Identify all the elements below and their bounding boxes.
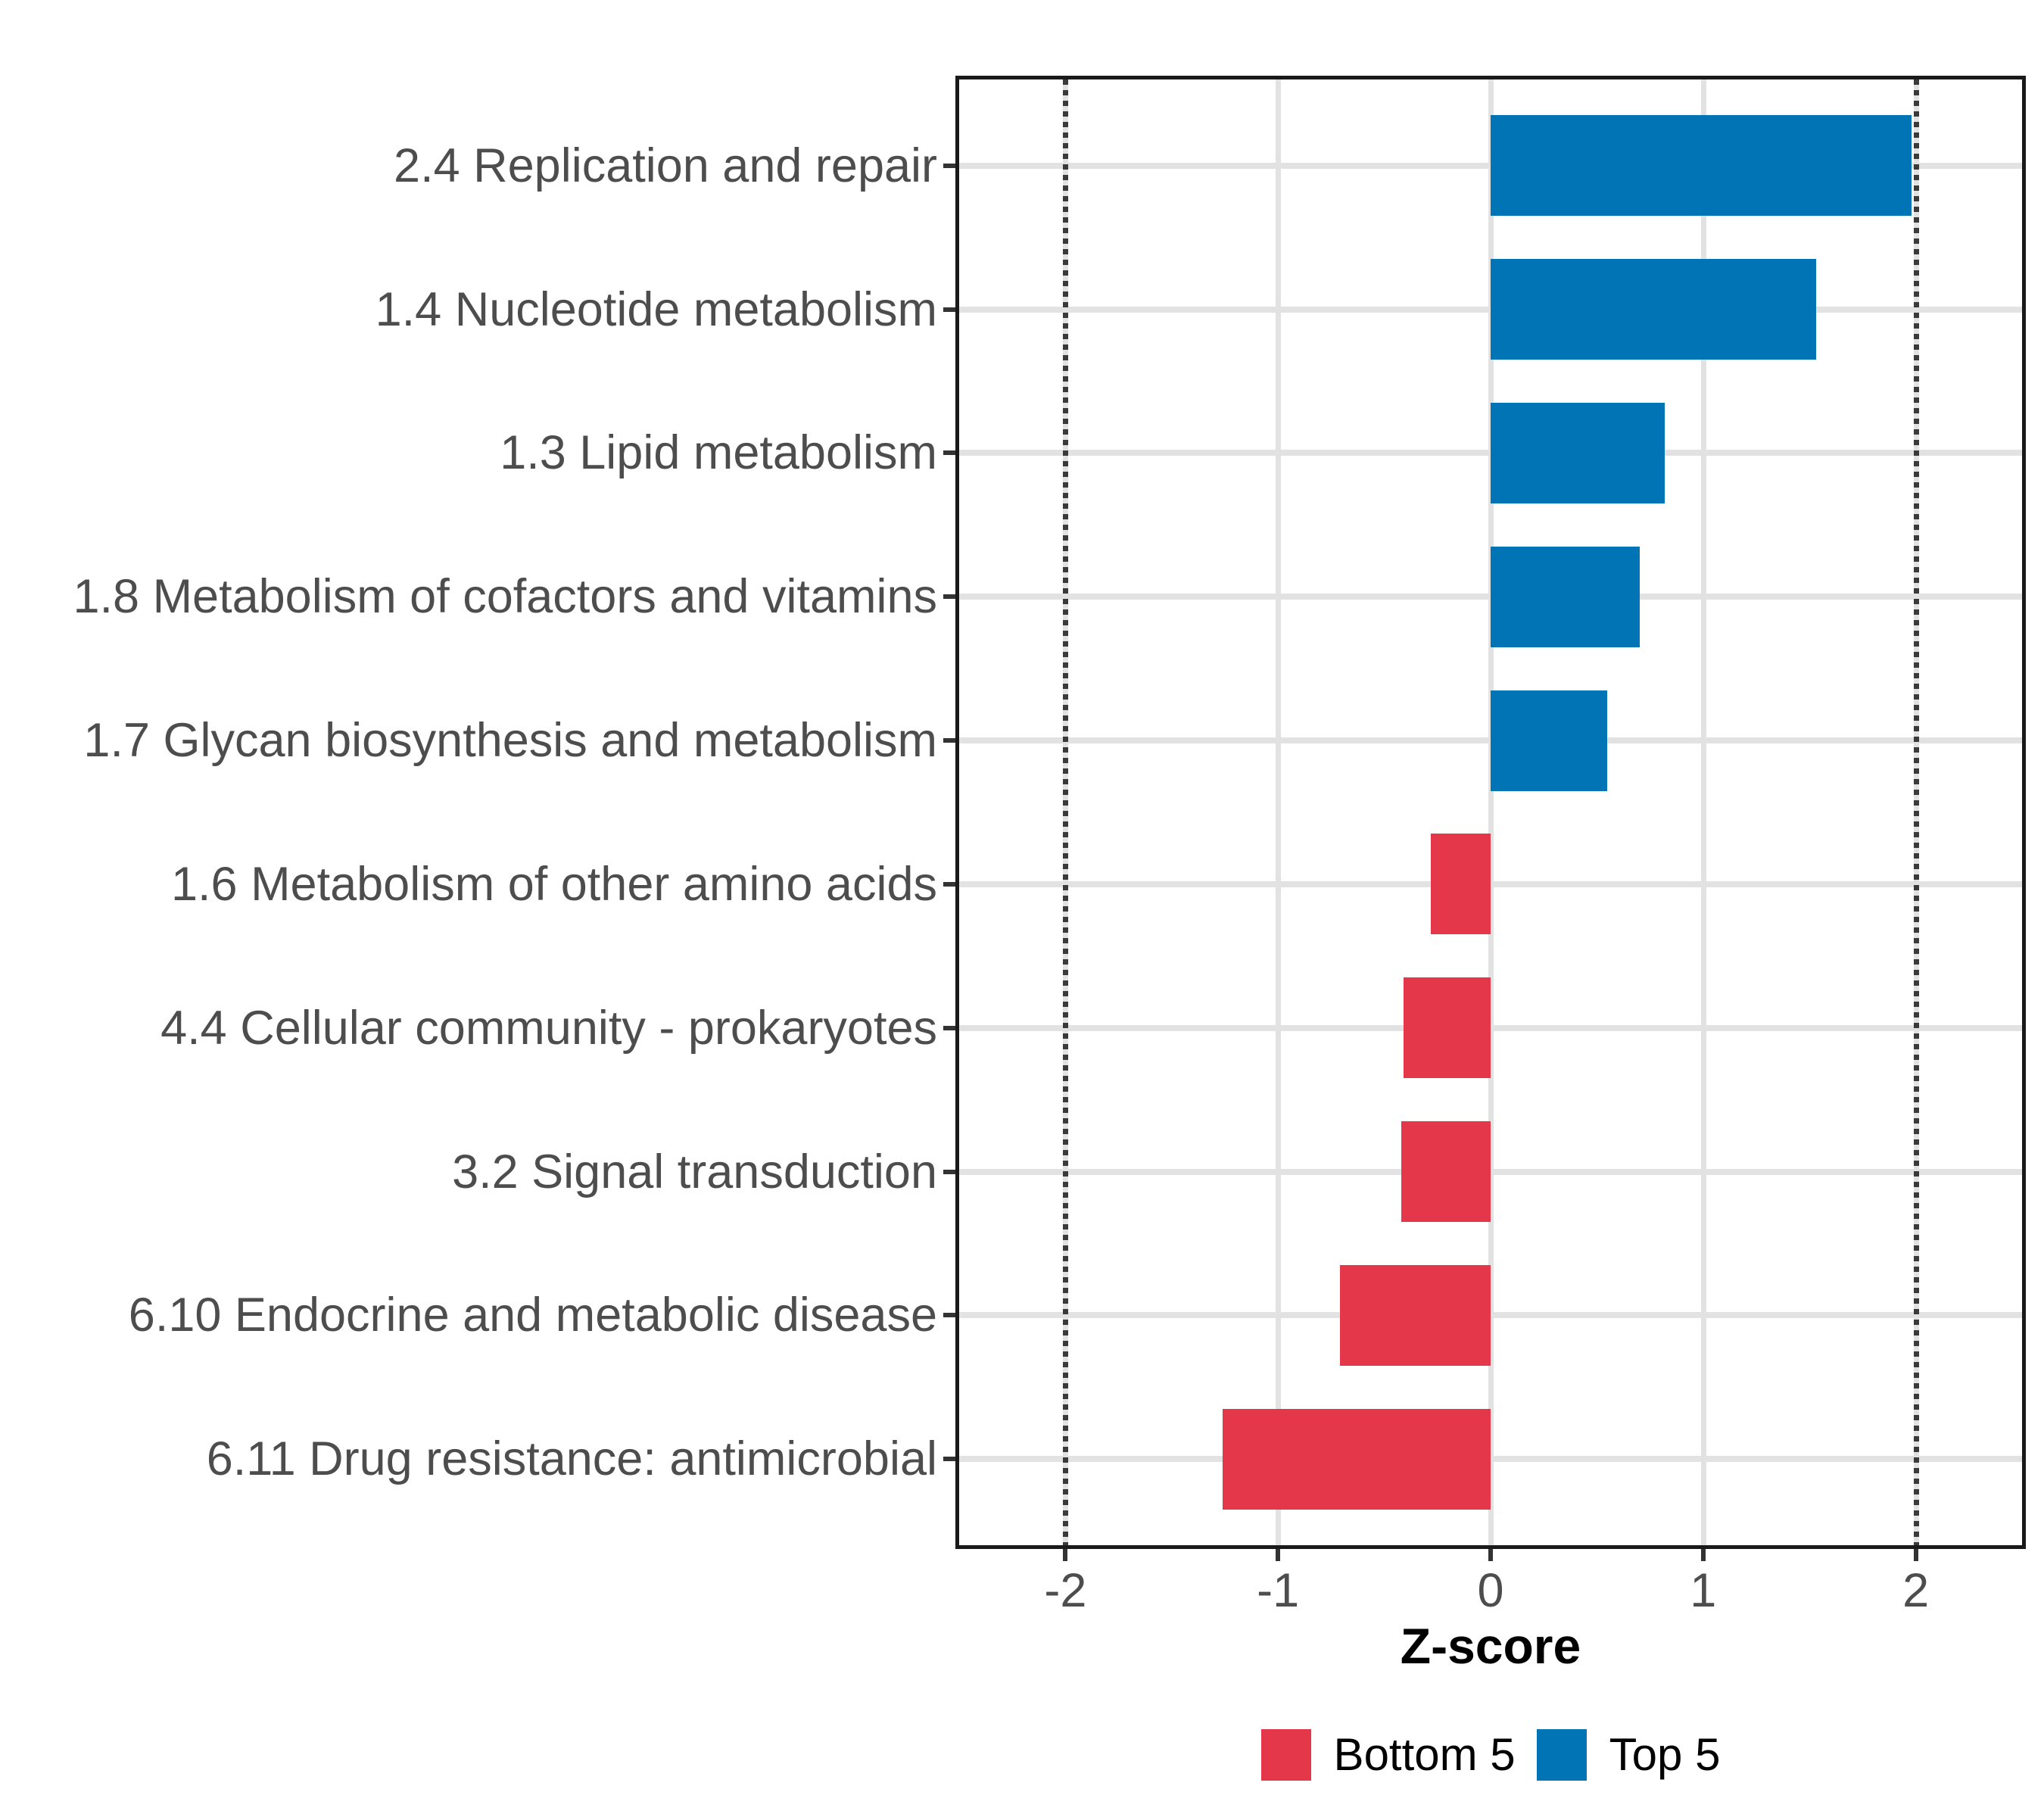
legend-item-bottom5: Bottom 5 <box>1260 1728 1516 1781</box>
gridline-vertical <box>1700 79 1706 1545</box>
y-axis-label: 1.6 Metabolism of other amino acids <box>171 857 937 911</box>
x-tick-label: -1 <box>1257 1564 1300 1617</box>
bar <box>1491 546 1640 647</box>
y-axis-tick <box>943 307 955 312</box>
x-axis-tick <box>1276 1549 1281 1561</box>
bar <box>1431 834 1491 935</box>
x-axis-tick <box>1700 1549 1706 1561</box>
gridline-vertical <box>1488 79 1494 1545</box>
plot-panel <box>955 76 2026 1549</box>
y-axis-tick <box>943 1313 955 1318</box>
x-axis-tick <box>1488 1549 1493 1561</box>
bar <box>1401 1121 1491 1222</box>
x-tick-label: 1 <box>1690 1564 1717 1617</box>
legend-label-top5: Top 5 <box>1609 1729 1721 1780</box>
legend-item-top5: Top 5 <box>1536 1728 1721 1781</box>
plot-area <box>959 79 2022 1545</box>
x-axis-title: Z-score <box>1400 1618 1581 1674</box>
legend-swatch-top5 <box>1536 1728 1587 1781</box>
x-axis-tick <box>1913 1549 1918 1561</box>
y-axis-label: 1.4 Nucleotide metabolism <box>375 282 937 336</box>
y-axis-tick <box>943 450 955 456</box>
y-axis-label: 1.3 Lipid metabolism <box>500 426 937 480</box>
legend: Bottom 5 Top 5 <box>959 1728 2022 1781</box>
y-axis-tick <box>943 1025 955 1030</box>
x-axis-tick <box>1063 1549 1068 1561</box>
reference-line <box>1063 79 1069 1545</box>
y-axis-tick <box>943 594 955 600</box>
reference-line <box>1913 79 1919 1545</box>
y-axis-label: 1.7 Glycan biosynthesis and metabolism <box>83 714 937 768</box>
y-axis-label: 1.8 Metabolism of cofactors and vitamins <box>73 570 937 624</box>
y-axis-label: 2.4 Replication and repair <box>394 139 937 192</box>
x-tick-label: 0 <box>1477 1564 1504 1617</box>
y-axis-label: 6.11 Drug resistance: antimicrobial <box>206 1432 937 1486</box>
bar <box>1491 259 1816 360</box>
bar <box>1491 403 1665 503</box>
bar <box>1339 1264 1491 1366</box>
y-axis-tick <box>943 881 955 887</box>
x-tick-label: 2 <box>1902 1564 1930 1617</box>
y-axis-tick <box>943 1169 955 1174</box>
bar <box>1223 1408 1491 1510</box>
bar <box>1491 690 1608 791</box>
y-axis-label: 6.10 Endocrine and metabolic disease <box>128 1289 937 1342</box>
gridline-vertical <box>1276 79 1282 1545</box>
x-tick-label: -2 <box>1044 1564 1087 1617</box>
legend-label-bottom5: Bottom 5 <box>1333 1729 1516 1780</box>
bar <box>1403 977 1491 1079</box>
y-axis-tick <box>943 738 955 743</box>
bar <box>1491 115 1912 217</box>
y-axis-tick <box>943 163 955 168</box>
y-axis-label: 4.4 Cellular community - prokaryotes <box>160 1001 937 1055</box>
y-axis-label: 3.2 Signal transduction <box>452 1145 937 1198</box>
legend-swatch-bottom5 <box>1260 1728 1311 1781</box>
y-axis-tick <box>943 1457 955 1462</box>
